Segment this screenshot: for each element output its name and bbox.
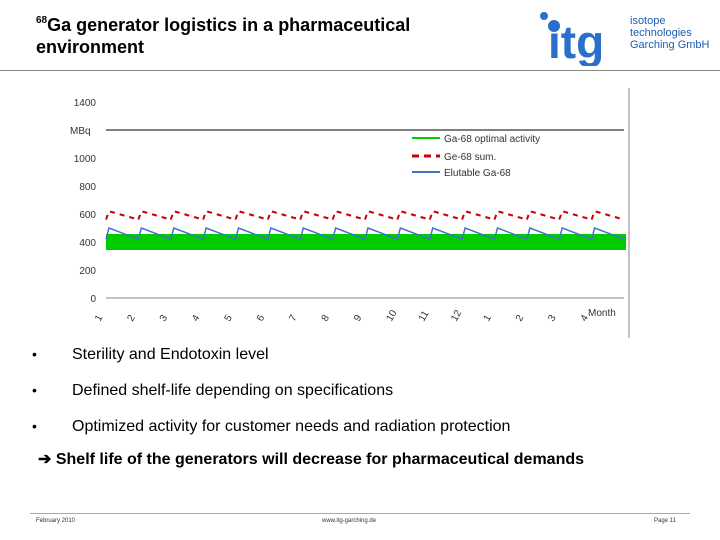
series-ge68-segment — [461, 209, 495, 221]
bullet-text: Optimized activity for customer needs an… — [72, 418, 511, 435]
x-tick-label: 5 — [223, 313, 236, 324]
x-tick-label: 1 — [482, 313, 495, 324]
series-elutable-segment — [234, 227, 269, 240]
bullet-list: • Sterility and Endotoxin level • Defined … — [32, 346, 510, 454]
logo-dot-large — [548, 20, 560, 32]
legend-label: Elutable Ga-68 — [444, 168, 511, 179]
x-tick-label: 8 — [320, 313, 333, 324]
series-ge68-segment — [137, 209, 172, 221]
series-elutable-segment — [299, 227, 333, 240]
series-elutable-segment — [590, 227, 625, 240]
series-ge68-segment — [202, 209, 236, 221]
series-elutable-segment — [461, 227, 495, 240]
x-tick-label: 10 — [384, 308, 399, 324]
logo-dot-small — [540, 12, 548, 20]
x-tick-label: 9 — [352, 313, 365, 324]
itg-logo: itg — [540, 12, 604, 66]
x-tick-label: 2 — [125, 313, 138, 324]
bullet-item: • Defined shelf-life depending on specifi… — [32, 382, 510, 418]
series-ge68-segment — [590, 209, 625, 221]
x-tick-label: 12 — [449, 308, 464, 324]
series-ge68-segment — [364, 209, 398, 221]
y-tick-label: 800 — [79, 182, 96, 193]
series-elutable-segment — [364, 227, 398, 240]
footer-date: February 2010 — [36, 518, 76, 524]
legend-label: Ge-68 sum. — [444, 152, 496, 163]
y-tick-label: 600 — [79, 210, 96, 221]
bullet-text: Sterility and Endotoxin level — [72, 346, 269, 363]
y-tick-label: 400 — [79, 238, 96, 249]
x-tick-label: 1 — [93, 313, 106, 324]
series-elutable-segment — [429, 227, 463, 240]
bullet-item: • Sterility and Endotoxin level — [32, 346, 510, 382]
series-elutable-segment — [396, 227, 431, 240]
series-ge68-segment — [525, 209, 560, 221]
conclusion: ➔ Shelf life of the generators will decr… — [38, 449, 686, 471]
title-text: Ga generator logistics in a pharmaceutic… — [36, 15, 411, 57]
series-ge68-segment — [331, 209, 366, 221]
series-elutable-segment — [331, 227, 366, 240]
y-axis-label: MBq — [70, 126, 91, 137]
x-tick-label: 11 — [417, 309, 432, 324]
series-elutable-segment — [137, 227, 172, 240]
bullet-mark: • — [32, 382, 37, 398]
arrow-right-icon: ➔ — [38, 451, 56, 468]
y-tick-label: 200 — [79, 266, 96, 277]
x-tick-label: 4 — [190, 313, 203, 324]
title-divider — [0, 70, 720, 71]
series-ge68-segment — [493, 209, 528, 221]
logo-line-3: Garching GmbH — [630, 39, 710, 51]
series-ge68-segment — [396, 209, 431, 221]
series-elutable-segment — [170, 227, 204, 240]
series-elutable-segment — [493, 227, 528, 240]
x-tick-label: 3 — [158, 313, 171, 324]
series-elutable-segment — [526, 227, 560, 240]
y-tick-label: 1400 — [74, 98, 97, 109]
series-ge68-segment — [234, 209, 269, 221]
series-elutable-segment — [105, 227, 139, 240]
title-superscript: 68 — [36, 15, 48, 26]
bullet-item: • Optimized activity for customer needs a… — [32, 418, 510, 454]
series-ge68-segment — [428, 209, 463, 221]
bullet-text: Defined shelf-life depending on specific… — [72, 382, 394, 399]
logo-line-2: technologies — [630, 27, 692, 39]
x-tick-label: 2 — [514, 313, 527, 324]
bullet-mark: • — [32, 418, 37, 434]
series-ge68-segment — [105, 209, 139, 221]
conclusion-text: Shelf life of the generators will decrea… — [55, 451, 585, 468]
series-elutable-segment — [558, 227, 592, 240]
x-tick-label: 3 — [546, 313, 559, 324]
x-tick-label: 6 — [255, 313, 268, 324]
slide-title: 68Ga generator logistics in a pharmaceut… — [36, 10, 506, 58]
logo-line-1: isotope — [630, 15, 666, 27]
x-axis-label: Month — [588, 308, 616, 319]
x-tick-label: 7 — [287, 313, 300, 324]
series-elutable-segment — [202, 227, 236, 240]
y-tick-label: 1000 — [74, 154, 97, 165]
logo-mark: itg — [548, 16, 604, 66]
series-elutable-segment — [267, 227, 301, 240]
series-ge68-segment — [266, 209, 301, 221]
legend-label: Ga-68 optimal activity — [444, 134, 540, 145]
footer-url: www.itg-garching.de — [322, 518, 377, 524]
series-ge68-segment — [299, 209, 333, 221]
series-ge68-segment — [558, 209, 592, 221]
footer-divider — [30, 513, 690, 514]
logo-company-name: isotope technologies Garching GmbH — [630, 15, 709, 51]
series-ge68-segment — [169, 209, 204, 221]
x-tick-label: 4 — [579, 313, 592, 324]
bullet-mark: • — [32, 346, 37, 362]
y-tick-label: 0 — [90, 294, 96, 305]
footer-page: Page 11 — [654, 518, 676, 524]
